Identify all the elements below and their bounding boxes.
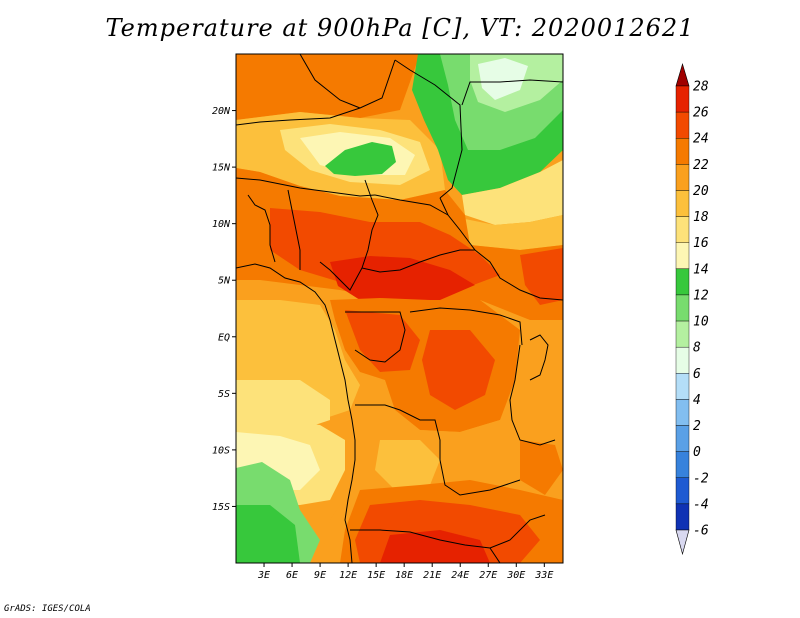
country-borders: [236, 54, 563, 563]
colorbar-swatch: [675, 477, 690, 505]
colorbar-bottom-arrow: [675, 529, 690, 556]
colorbar-swatch: [675, 216, 690, 243]
lon-tick-label: 18E: [395, 570, 413, 581]
colorbar-label: 8: [693, 341, 701, 356]
colorbar-swatch: [675, 451, 690, 478]
lon-tick-label: 27E: [479, 570, 497, 581]
credit-label: GrADS: IGES/COLA: [4, 604, 91, 614]
colorbar-top-arrow: [675, 62, 690, 87]
lat-tick-label: 10N: [212, 219, 231, 230]
colorbar-swatch: [675, 425, 690, 452]
colorbar-label: 20: [693, 184, 709, 199]
colorbar-label: 28: [693, 80, 709, 95]
colorbar-swatch: [675, 85, 690, 113]
colorbar-swatch: [675, 373, 690, 400]
lat-tick-label: 15S: [212, 502, 230, 513]
latitude-axis: 20N 15N 10N 5N EQ 5S 10S 15S: [212, 106, 236, 513]
lat-tick-label: 10S: [212, 445, 230, 456]
colorbar-swatch: [675, 346, 690, 374]
lon-tick-label: 9E: [314, 570, 326, 581]
map-title: Temperature at 900hPa [C], VT: 202001262…: [105, 14, 695, 42]
lon-tick-label: 3E: [257, 570, 270, 581]
colorbar-label: 10: [693, 315, 709, 330]
lon-tick-label: 6E: [286, 570, 298, 581]
colorbar-label: -2: [693, 471, 709, 486]
colorbar-label: 14: [693, 262, 709, 277]
colorbar-label: -4: [693, 497, 709, 512]
colorbar-swatch: [675, 242, 690, 270]
colorbar-swatch: [675, 503, 690, 531]
colorbar-label: 18: [693, 210, 709, 225]
colorbar-swatch: [675, 190, 690, 217]
lat-tick-label: 5S: [218, 389, 230, 400]
temperature-field: [236, 54, 563, 563]
lat-tick-label: 15N: [212, 163, 231, 174]
colorbar-swatch: [675, 138, 690, 165]
colorbar-label: 2: [693, 419, 701, 434]
lat-tick-label: 5N: [218, 276, 231, 287]
colorbar-label: 24: [693, 132, 709, 147]
lon-tick-label: 21E: [423, 570, 441, 581]
colorbar-swatch: [675, 294, 690, 322]
colorbar-swatch: [675, 399, 690, 426]
lon-tick-label: 15E: [367, 570, 385, 581]
colorbar-swatch: [675, 268, 690, 296]
colorbar-label: 26: [693, 106, 709, 121]
colorbar-swatch: [675, 164, 690, 191]
colorbar-label: 16: [693, 236, 709, 251]
colorbar-label: 0: [693, 445, 701, 460]
lat-tick-label: 20N: [212, 106, 231, 117]
colorbar-swatch: [675, 111, 690, 139]
lon-tick-label: 24E: [451, 570, 469, 581]
colorbar-label: 22: [693, 158, 709, 173]
lon-tick-label: 30E: [506, 570, 525, 581]
colorbar-label: 12: [693, 288, 709, 303]
map-frame: [235, 53, 564, 564]
colorbar-label: -6: [693, 524, 709, 539]
colorbar-label: 4: [693, 393, 701, 408]
colorbar-swatch: [675, 320, 690, 348]
lat-tick-label: EQ: [218, 332, 230, 343]
colorbar-label: 6: [693, 367, 701, 382]
lon-tick-label: 33E: [534, 570, 553, 581]
lon-tick-label: 12E: [339, 570, 357, 581]
longitude-axis: 3E 6E 9E 12E 15E 18E 21E 24E 27E 30E 33E: [257, 563, 553, 581]
